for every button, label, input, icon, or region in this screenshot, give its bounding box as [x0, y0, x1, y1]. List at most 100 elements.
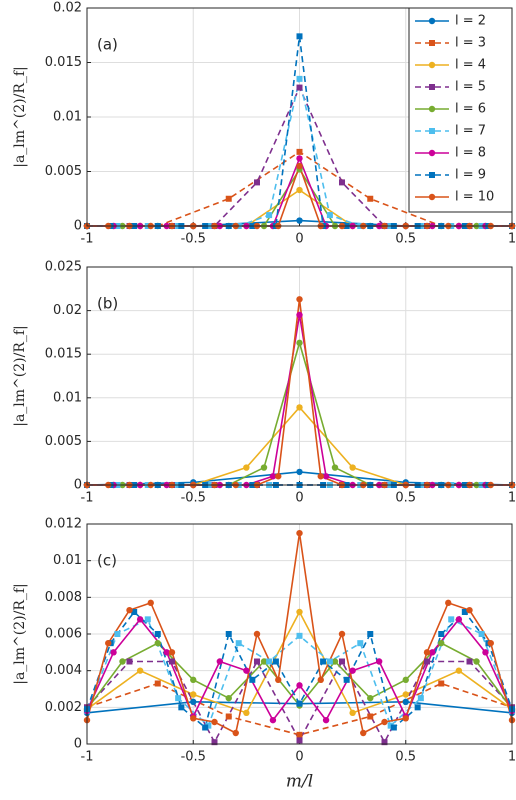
marker	[339, 179, 345, 186]
marker	[216, 658, 224, 665]
marker	[428, 149, 436, 157]
marker	[232, 729, 239, 737]
marker	[266, 212, 273, 219]
panel-label: (c)	[97, 552, 117, 570]
marker	[417, 695, 424, 702]
marker	[147, 599, 154, 607]
marker	[296, 700, 303, 707]
marker	[211, 739, 218, 746]
marker	[243, 667, 250, 674]
marker	[322, 473, 330, 480]
marker	[175, 695, 182, 702]
marker	[349, 464, 356, 471]
y-tick-label: 0.015	[45, 55, 82, 70]
marker	[402, 698, 409, 706]
y-axis-label: |a_lm^(2)/R_f|	[12, 66, 28, 168]
marker	[190, 691, 197, 698]
legend-label: l = 3	[455, 36, 486, 51]
marker	[296, 296, 303, 303]
y-tick-label: 0.004	[45, 663, 82, 678]
marker	[275, 676, 282, 684]
marker	[326, 212, 333, 219]
marker	[487, 639, 494, 647]
marker	[211, 718, 218, 726]
marker	[331, 464, 339, 471]
marker	[243, 709, 250, 717]
marker	[429, 128, 435, 134]
y-tick-label: 0.02	[53, 303, 82, 318]
y-tick-label: 0.002	[45, 700, 82, 715]
marker	[225, 713, 232, 720]
y-tick-label: 0.01	[53, 553, 82, 568]
marker	[317, 473, 324, 480]
marker	[429, 84, 435, 90]
panel-label: (b)	[97, 295, 118, 313]
y-axis-label: |a_lm^(2)/R_f|	[12, 583, 28, 685]
y-tick-label: 0.012	[45, 517, 82, 532]
marker	[296, 186, 303, 194]
marker	[169, 658, 175, 665]
legend-label: l = 5	[455, 80, 486, 95]
x-tick-label: -1	[81, 491, 94, 506]
marker	[466, 658, 473, 665]
marker	[296, 162, 303, 170]
marker	[154, 639, 161, 647]
marker	[429, 40, 435, 46]
legend-label: l = 9	[455, 168, 486, 183]
x-axis-label: m/l	[286, 772, 313, 792]
legend-label: l = 2	[455, 14, 486, 29]
marker	[461, 609, 468, 615]
marker	[424, 658, 430, 665]
marker	[390, 724, 397, 731]
legend-label: l = 4	[455, 58, 486, 73]
y-tick-label: 0.015	[45, 347, 82, 362]
marker	[190, 676, 197, 684]
x-tick-label: 1	[508, 232, 516, 247]
y-axis-label: |a_lm^(2)/R_f|	[12, 325, 28, 427]
marker	[168, 649, 176, 656]
marker	[387, 722, 394, 729]
marker	[375, 658, 383, 665]
marker	[338, 630, 346, 638]
legend-label: l = 10	[455, 190, 494, 205]
marker	[296, 404, 303, 411]
marker	[249, 676, 256, 683]
marker	[367, 713, 374, 720]
x-tick-label: 1	[508, 750, 516, 765]
marker	[136, 616, 144, 623]
marker	[466, 606, 473, 614]
marker	[296, 529, 303, 537]
y-tick-label: 0	[74, 219, 82, 234]
marker	[119, 658, 126, 665]
marker	[253, 630, 261, 638]
marker	[154, 631, 161, 637]
x-tick-label: -0.5	[181, 232, 206, 247]
marker	[260, 464, 268, 471]
marker	[296, 75, 303, 82]
x-tick-label: -0.5	[181, 491, 206, 506]
y-tick-label: 0.008	[45, 590, 82, 605]
marker	[367, 195, 374, 202]
marker	[225, 631, 232, 637]
marker	[322, 716, 330, 724]
x-tick-label: 0.5	[395, 491, 416, 506]
x-tick-label: 0.5	[395, 232, 416, 247]
marker	[296, 339, 303, 347]
marker	[126, 658, 133, 665]
marker	[320, 658, 327, 665]
marker	[154, 680, 161, 687]
marker	[178, 704, 185, 711]
panel-label: (a)	[97, 36, 118, 54]
marker	[260, 658, 268, 665]
marker	[448, 616, 455, 623]
marker	[402, 715, 409, 722]
marker	[381, 739, 388, 746]
marker	[428, 193, 436, 201]
marker	[381, 718, 388, 726]
marker	[269, 716, 277, 724]
y-tick-label: 0	[74, 478, 82, 493]
x-tick-label: -0.5	[181, 750, 206, 765]
marker	[478, 631, 485, 637]
marker	[296, 311, 303, 319]
marker	[429, 649, 436, 656]
